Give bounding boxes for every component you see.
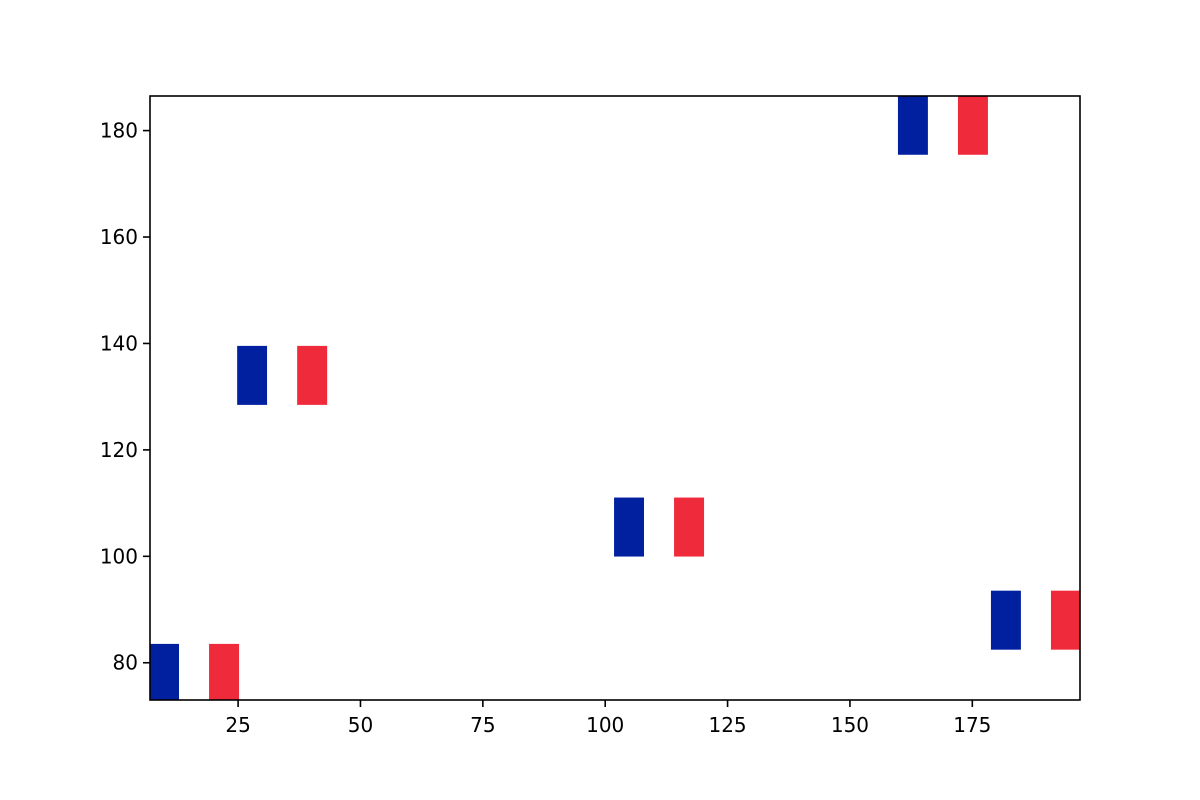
flag-white-stripe: [1020, 590, 1051, 650]
y-tick-label: 80: [113, 651, 138, 675]
flag-blue-stripe: [237, 345, 268, 405]
x-tick-label: 50: [348, 713, 373, 737]
flag-blue-stripe: [614, 497, 645, 557]
flag-red-stripe: [957, 96, 988, 155]
x-tick-label: 150: [831, 713, 869, 737]
x-tick-label: 75: [470, 713, 495, 737]
flag-blue-stripe: [897, 96, 928, 155]
flag-red-stripe: [674, 497, 705, 557]
flag-white-stripe: [927, 96, 958, 155]
flag-white-stripe: [267, 345, 298, 405]
data-point-3: [614, 497, 705, 557]
data-point-2: [237, 345, 328, 405]
x-tick-label: 100: [586, 713, 624, 737]
scatter-markers: [150, 96, 1080, 700]
y-tick-label: 100: [100, 544, 138, 568]
y-tick-label: 140: [100, 331, 138, 355]
x-tick-label: 25: [225, 713, 250, 737]
x-axis: 25 50 75 100 125 150 175: [225, 700, 991, 737]
data-point-4: [897, 96, 988, 155]
plot-frame: [149, 95, 1081, 701]
flag-red-stripe: [1050, 590, 1080, 650]
flag-red-stripe: [297, 345, 328, 405]
data-point-1: [150, 643, 240, 700]
flag-red-stripe: [209, 643, 240, 700]
flag-white-stripe: [644, 497, 675, 557]
flag-blue-stripe: [990, 590, 1021, 650]
y-tick-label: 120: [100, 438, 138, 462]
x-tick-label: 175: [953, 713, 991, 737]
y-tick-label: 180: [100, 119, 138, 143]
flag-blue-stripe: [150, 643, 180, 700]
flag-white-stripe: [179, 643, 210, 700]
y-tick-label: 160: [100, 225, 138, 249]
data-point-5: [990, 590, 1080, 650]
y-axis: 80 100 120 140 160 180: [100, 119, 150, 675]
x-tick-label: 125: [708, 713, 746, 737]
